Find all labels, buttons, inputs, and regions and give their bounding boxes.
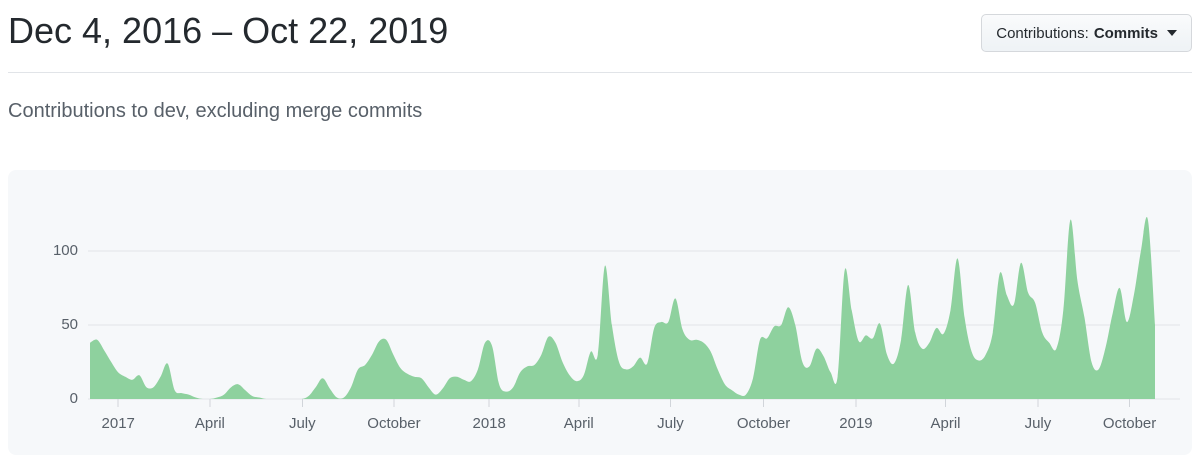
chart-subtitle: Contributions to dev, excluding merge co… bbox=[8, 100, 423, 122]
x-axis-label: April bbox=[930, 415, 961, 432]
x-axis-label: October bbox=[736, 415, 791, 432]
x-axis-label: April bbox=[194, 415, 225, 432]
x-axis-label: 2018 bbox=[472, 415, 506, 432]
area-series[interactable] bbox=[90, 217, 1155, 399]
x-axis-label: October bbox=[367, 415, 421, 432]
x-axis-label: October bbox=[1102, 415, 1157, 432]
filter-label: Contributions: bbox=[996, 24, 1089, 42]
x-axis-label: July bbox=[657, 415, 684, 432]
y-axis-label: 50 bbox=[61, 316, 78, 333]
x-axis-label: 2019 bbox=[839, 415, 873, 432]
x-axis-label: July bbox=[1024, 415, 1052, 432]
contributions-chart: 0 50 100 2017 April July October 2018 April July O… bbox=[8, 170, 1192, 455]
filter-value: Commits bbox=[1093, 24, 1158, 42]
chevron-down-icon bbox=[1167, 30, 1177, 36]
x-axis-label: April bbox=[563, 415, 594, 432]
contributions-filter-button[interactable]: Contributions: Commits bbox=[981, 14, 1192, 52]
chart-svg bbox=[88, 217, 1180, 407]
x-axis-label: July bbox=[288, 415, 316, 432]
x-axis-label: 2017 bbox=[101, 415, 135, 432]
date-range-title: Dec 4, 2016 – Oct 22, 2019 bbox=[8, 10, 449, 51]
header-divider bbox=[8, 72, 1192, 73]
y-axis-label: 100 bbox=[52, 242, 78, 259]
y-axis-label: 0 bbox=[69, 390, 78, 407]
